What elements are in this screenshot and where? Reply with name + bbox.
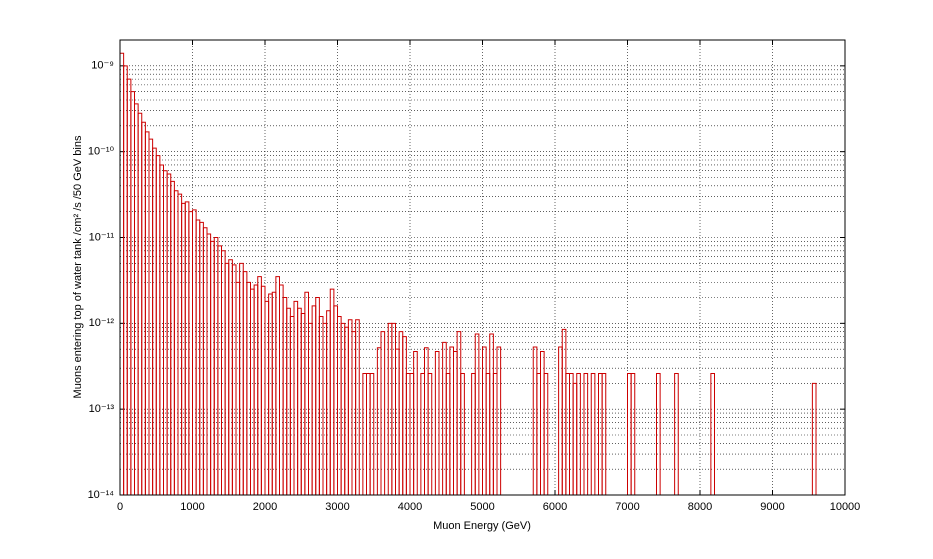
- histogram-bar: [674, 373, 679, 495]
- histogram-bar: [590, 373, 596, 495]
- histogram-bar: [601, 373, 607, 495]
- histogram-bar: [583, 373, 589, 495]
- histogram-bar: [413, 350, 418, 495]
- x-tick-label: 2000: [253, 501, 277, 513]
- histogram-bar: [656, 373, 661, 495]
- plot-frame: [119, 39, 846, 496]
- y-tick-label: 10⁻¹²: [89, 317, 115, 329]
- histogram-bar: [460, 373, 465, 495]
- histogram-bar: [434, 350, 440, 495]
- histogram-bar: [427, 373, 433, 495]
- y-tick-label: 10⁻⁹: [91, 60, 114, 72]
- x-tick-label: 4000: [398, 501, 422, 513]
- histogram-bar: [811, 382, 817, 495]
- histogram-bar: [355, 319, 360, 495]
- y-tick-label: 10⁻¹³: [89, 403, 115, 415]
- x-tick-label: 1000: [180, 501, 204, 513]
- x-tick-label: 10000: [830, 501, 861, 513]
- x-tick-label: 6000: [543, 501, 567, 513]
- y-tick-label: 10⁻¹⁰: [88, 146, 115, 158]
- x-tick-label: 8000: [688, 501, 712, 513]
- x-tick-label: 3000: [325, 501, 349, 513]
- histogram-bar: [496, 346, 502, 495]
- x-tick-label: 7000: [615, 501, 639, 513]
- histogram-bar: [710, 373, 715, 495]
- histogram-bar: [380, 331, 386, 495]
- histogram-bar: [543, 373, 549, 495]
- histogram-bar: [576, 373, 581, 495]
- y-tick-label: 10⁻¹¹: [89, 231, 115, 243]
- y-tick-label: 10⁻¹⁴: [88, 489, 115, 501]
- histogram-bar: [474, 333, 480, 495]
- y-axis-label: Muons entering top of water tank /cm² /s…: [72, 135, 84, 398]
- histogram-bar: [630, 373, 636, 495]
- histogram-bar: [369, 373, 375, 495]
- x-tick-label: 0: [117, 501, 123, 513]
- x-axis-label: Muon Energy (GeV): [433, 520, 531, 532]
- x-tick-label: 9000: [760, 501, 784, 513]
- x-tick-label: 5000: [470, 501, 494, 513]
